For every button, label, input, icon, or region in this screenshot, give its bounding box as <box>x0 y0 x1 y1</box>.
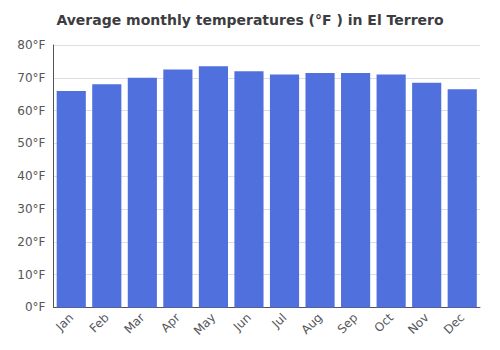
svg-text:Jan: Jan <box>53 311 77 335</box>
svg-text:Average monthly temperatures (: Average monthly temperatures (°F ) in El… <box>56 12 444 28</box>
svg-text:70°F: 70°F <box>17 71 45 85</box>
svg-text:50°F: 50°F <box>17 136 45 150</box>
svg-text:40°F: 40°F <box>17 169 45 183</box>
svg-text:0°F: 0°F <box>25 300 46 314</box>
svg-text:Feb: Feb <box>87 311 112 336</box>
svg-text:Aug: Aug <box>299 311 325 337</box>
svg-text:60°F: 60°F <box>17 104 45 118</box>
svg-text:Jul: Jul <box>269 311 290 332</box>
svg-text:Jun: Jun <box>230 311 254 335</box>
svg-text:30°F: 30°F <box>17 202 45 216</box>
svg-text:Sep: Sep <box>335 311 361 337</box>
svg-text:May: May <box>191 311 218 338</box>
svg-text:Dec: Dec <box>441 311 467 337</box>
svg-text:20°F: 20°F <box>17 235 45 249</box>
svg-text:Nov: Nov <box>405 311 431 337</box>
svg-text:80°F: 80°F <box>17 38 45 52</box>
svg-text:Apr: Apr <box>158 310 183 335</box>
svg-text:Mar: Mar <box>121 310 147 336</box>
svg-text:10°F: 10°F <box>17 268 45 282</box>
svg-text:Oct: Oct <box>372 310 397 335</box>
